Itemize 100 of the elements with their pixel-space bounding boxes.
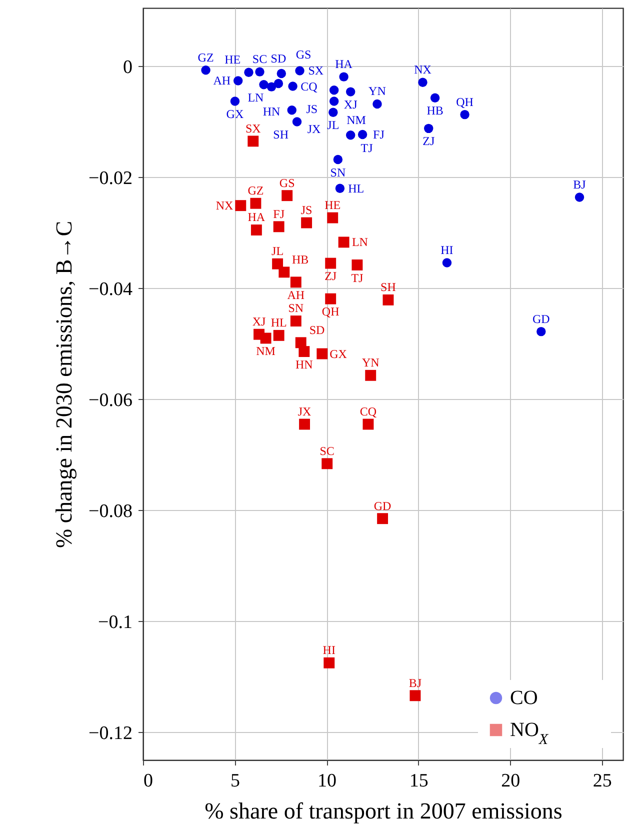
data-label: BJ [408, 676, 422, 690]
data-label: HE [324, 198, 341, 212]
x-tick-label: 10 [318, 770, 337, 792]
point [346, 130, 356, 140]
data-label: GX [226, 107, 244, 122]
y-tick-label: 0 [123, 56, 132, 78]
point [362, 418, 374, 430]
data-label: CQ [300, 79, 318, 94]
y-tick-label: −0.12 [88, 722, 132, 744]
point [333, 154, 343, 164]
data-label: YN [362, 356, 380, 370]
point [316, 348, 328, 360]
data-label: HA [248, 210, 266, 224]
point [301, 217, 312, 228]
data-label: ZJ [422, 134, 435, 148]
point [322, 458, 333, 470]
data-label: HL [348, 181, 364, 196]
data-label: NX [414, 62, 432, 77]
point [329, 96, 339, 106]
data-label: GD [532, 312, 550, 326]
legend-label: CO [510, 687, 538, 709]
data-label: HB [426, 104, 444, 118]
x-tick-label: 15 [409, 770, 428, 792]
data-label: SN [330, 165, 346, 180]
point [328, 108, 338, 117]
point [273, 221, 284, 232]
point [248, 136, 259, 147]
point [299, 418, 310, 430]
point [282, 190, 293, 202]
data-label: HI [440, 242, 454, 257]
data-label: JX [298, 404, 312, 418]
point [287, 106, 296, 115]
data-label: HI [322, 643, 336, 658]
y-tick-label: −0.08 [88, 500, 132, 522]
point [574, 192, 584, 202]
point [418, 78, 428, 87]
point [460, 110, 470, 120]
data-label: SD [309, 322, 326, 337]
data-label: FJ [373, 128, 385, 142]
point [338, 236, 350, 248]
data-label: HE [224, 52, 241, 67]
point [430, 93, 440, 103]
data-label: HN [295, 357, 314, 372]
data-label: HL [270, 316, 287, 330]
point [372, 99, 382, 109]
data-label: NX [216, 198, 234, 213]
y-tick-label: −0.1 [98, 612, 132, 633]
point [329, 86, 339, 95]
point [325, 293, 336, 304]
point [377, 513, 388, 524]
data-label: SC [320, 444, 334, 458]
point [352, 259, 363, 270]
point [346, 87, 356, 96]
point [230, 96, 240, 106]
x-tick-label: 20 [501, 770, 520, 792]
data-label: HA [335, 57, 353, 72]
x-tick-label: 25 [592, 770, 612, 792]
y-axis-title: % change in 2030 emissions, B→C [52, 220, 77, 548]
y-tick-label: −0.02 [88, 168, 132, 189]
point [290, 316, 302, 326]
data-label: JX [307, 122, 322, 136]
point [273, 330, 284, 341]
x-tick-label: 0 [144, 770, 153, 792]
data-label: QH [456, 94, 474, 109]
data-label: JS [306, 102, 318, 116]
data-label: SN [288, 301, 304, 316]
data-label: GZ [198, 50, 214, 64]
point [292, 117, 302, 126]
point [250, 198, 262, 209]
y-tick-label: −0.04 [88, 278, 133, 300]
point [382, 294, 394, 306]
point [260, 332, 272, 344]
data-label: LN [352, 235, 368, 250]
data-label: HB [292, 252, 309, 266]
data-label: GZ [248, 184, 264, 198]
data-label: TJ [351, 270, 364, 285]
point [298, 346, 310, 358]
point [266, 82, 276, 92]
data-label: NM [346, 113, 366, 128]
data-label: QH [322, 304, 340, 319]
point [295, 66, 304, 76]
point [244, 68, 254, 77]
point [325, 258, 336, 269]
data-label: AH [213, 74, 231, 88]
data-label: GS [296, 48, 312, 62]
point [290, 276, 302, 288]
x-axis-title: % share of transport in 2007 emissions [204, 798, 562, 824]
data-label: SC [252, 52, 268, 66]
data-label: YN [368, 84, 386, 98]
data-label: GX [330, 346, 348, 361]
data-label: CQ [360, 404, 377, 418]
data-label: SX [308, 64, 324, 78]
point [259, 80, 268, 90]
data-label: LN [248, 90, 264, 104]
point [410, 690, 421, 702]
point [274, 78, 284, 88]
point [201, 66, 210, 75]
data-label: GD [374, 498, 392, 513]
point [250, 224, 262, 236]
data-label: FJ [273, 206, 285, 221]
